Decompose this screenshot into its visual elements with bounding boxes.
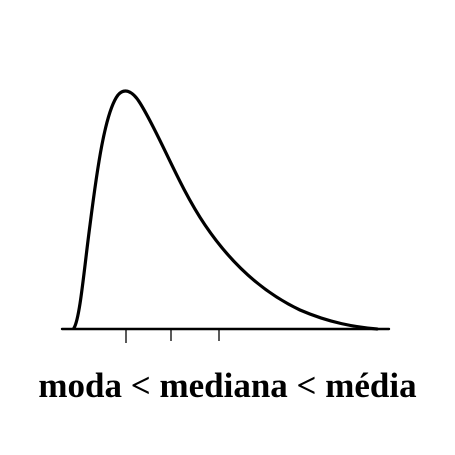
skewed-density-curve [72, 89, 379, 331]
caption: moda < mediana < média [38, 366, 417, 405]
